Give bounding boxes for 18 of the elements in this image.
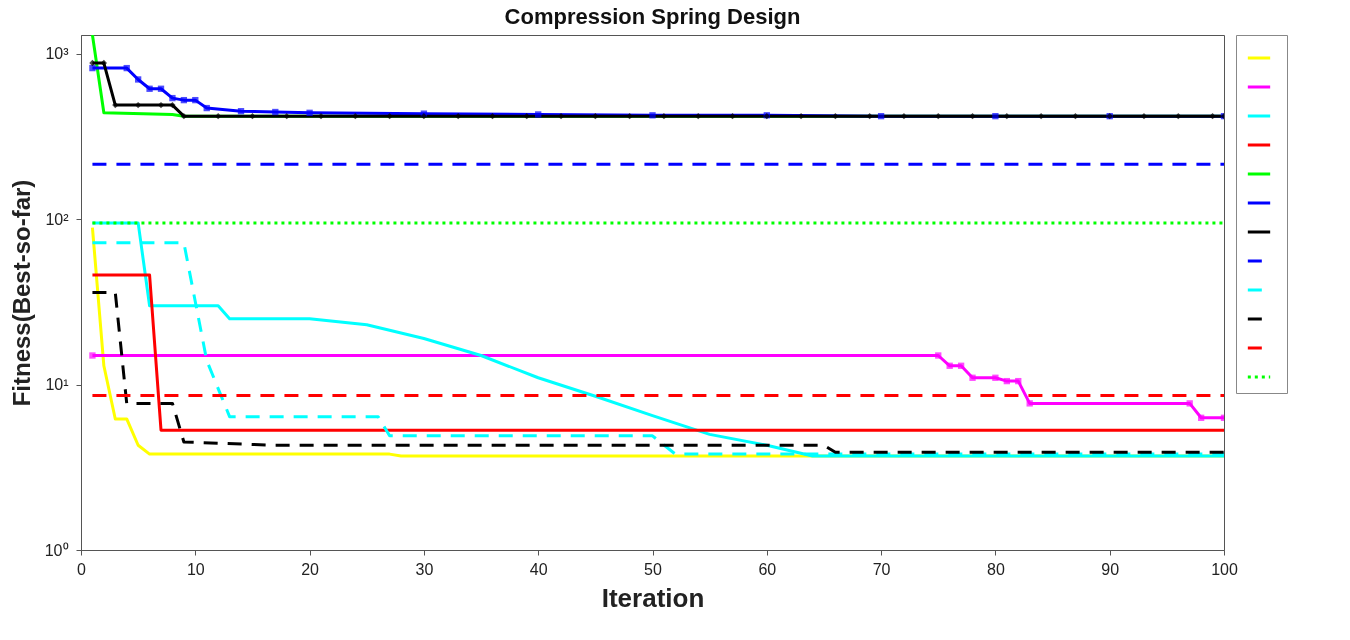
y-tick-label: 10² [45,210,70,228]
x-tick-label: 50 [644,560,662,578]
x-tick-label: 90 [1101,560,1120,578]
x-axis-title: Iteration [601,582,705,613]
x-tick-label: 40 [529,560,548,578]
y-tick-label: 10³ [45,45,70,63]
x-tick-label: 20 [301,560,320,578]
y-tick-label: 10⁰ [44,541,69,559]
x-tick-label: 10 [186,560,205,578]
x-tick-label: 30 [415,560,434,578]
y-tick-label: 10¹ [45,376,69,394]
x-tick-label: 80 [987,560,1005,578]
x-tick-label: 60 [758,560,777,578]
chart-title: Compression Spring Design [504,3,801,29]
y-axis-title: Fitness(Best-so-far) [7,179,35,407]
x-tick-label: 100 [1211,560,1238,578]
x-tick-label: 70 [872,560,891,578]
x-tick-label: 0 [77,560,87,578]
